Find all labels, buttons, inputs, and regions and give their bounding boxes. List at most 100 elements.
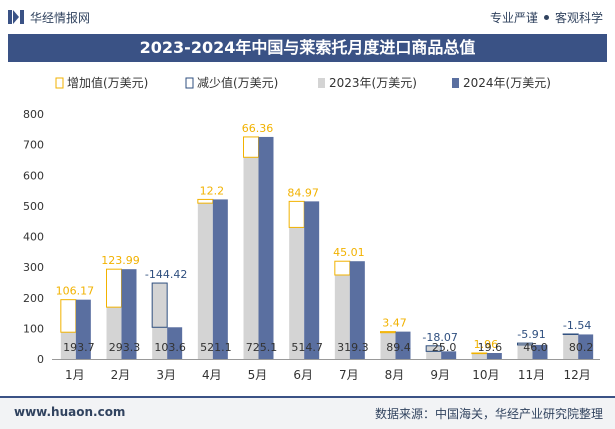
y-tick-label: 200 bbox=[23, 292, 44, 305]
brand-name: 华经情报网 bbox=[30, 11, 91, 25]
x-tick-label: 10月 bbox=[472, 368, 499, 382]
legend-swatch bbox=[55, 77, 64, 89]
bar-2023 bbox=[563, 333, 579, 359]
legend-label: 增加值(万美元) bbox=[67, 75, 148, 90]
bar-2024 bbox=[75, 299, 91, 359]
value-label-2024: 46.0 bbox=[523, 341, 548, 354]
value-label-2024: 80.2 bbox=[569, 341, 594, 354]
x-tick-label: 2月 bbox=[111, 368, 131, 382]
legend-swatch bbox=[185, 77, 194, 89]
change-label: 123.99 bbox=[101, 254, 140, 267]
title-bar: 2023-2024年中国与莱索托月度进口商品总值 bbox=[8, 34, 607, 62]
bar-2024 bbox=[441, 351, 457, 359]
legend-label: 2024年(万美元) bbox=[463, 76, 551, 90]
bar-2023 bbox=[60, 332, 76, 359]
value-label-2024: 319.3 bbox=[337, 341, 369, 354]
bar-2024 bbox=[578, 334, 594, 359]
value-label-2024: 725.1 bbox=[246, 341, 278, 354]
footer-source: 数据来源：中国海关，华经产业研究院整理 bbox=[374, 407, 603, 421]
y-tick-label: 300 bbox=[23, 261, 44, 274]
chart-legend: 增加值(万美元) 减少值(万美元) 2023年(万美元) 2024年(万美元) bbox=[55, 75, 551, 90]
bar-2023 bbox=[334, 274, 350, 359]
increase-box bbox=[334, 260, 351, 276]
slogan-left: 专业严谨 bbox=[489, 11, 538, 25]
bar-2024 bbox=[167, 327, 183, 359]
x-tick-label: 9月 bbox=[430, 368, 450, 382]
slogan-right: 客观科学 bbox=[554, 11, 603, 25]
change-label: -5.91 bbox=[517, 328, 545, 341]
value-label-2024: 103.6 bbox=[154, 341, 186, 354]
change-label: 106.17 bbox=[56, 285, 95, 298]
change-label: 66.36 bbox=[242, 122, 274, 135]
increase-box bbox=[243, 136, 259, 158]
value-label-2024: 25.0 bbox=[432, 341, 457, 354]
decrease-box bbox=[562, 333, 579, 335]
change-label: 84.97 bbox=[287, 186, 319, 199]
change-label: 45.01 bbox=[333, 246, 365, 259]
x-tick-label: 11月 bbox=[518, 368, 545, 382]
y-tick-label: 700 bbox=[23, 139, 44, 152]
increase-box bbox=[288, 200, 305, 228]
y-tick-label: 400 bbox=[23, 231, 44, 244]
bar-2023 bbox=[289, 227, 305, 359]
y-tick-label: 800 bbox=[23, 108, 44, 121]
change-label: 1.96 bbox=[474, 338, 499, 351]
change-label: -1.54 bbox=[563, 319, 591, 332]
bar-2024 bbox=[121, 269, 137, 359]
y-tick-label: 0 bbox=[37, 353, 44, 366]
bar-2024 bbox=[258, 136, 274, 359]
value-label-2024: 293.3 bbox=[109, 341, 141, 354]
chart-title: 2023-2024年中国与莱索托月度进口商品总值 bbox=[139, 38, 476, 57]
bar-2024 bbox=[304, 201, 320, 359]
increase-box bbox=[380, 331, 396, 334]
slogan: 专业严谨 客观科学 bbox=[490, 9, 603, 26]
bullet-dot-icon bbox=[543, 15, 549, 20]
bar-2023 bbox=[426, 345, 442, 359]
bar-2023 bbox=[197, 203, 213, 359]
x-tick-label: 7月 bbox=[339, 368, 359, 382]
value-label-2024: 514.7 bbox=[291, 341, 323, 354]
bar-2023 bbox=[243, 157, 259, 359]
x-tick-label: 5月 bbox=[248, 368, 268, 382]
value-label-2024: 19.6 bbox=[478, 341, 503, 354]
value-label-2024: 521.1 bbox=[200, 341, 232, 354]
bar-2024 bbox=[349, 261, 365, 359]
decrease-box bbox=[517, 342, 533, 346]
plot-area: 106.17 193.7 123.99 293.3 -144.42 103.6 12.2 52… bbox=[56, 122, 594, 359]
y-tick-label: 100 bbox=[23, 322, 44, 335]
x-tick-label: 1月 bbox=[65, 368, 85, 382]
x-tick-label: 12月 bbox=[564, 368, 591, 382]
chart: 增加值(万美元) 减少值(万美元) 2023年(万美元) 2024年(万美元) 0 10… bbox=[23, 75, 600, 382]
bar-2023 bbox=[380, 332, 396, 359]
change-label: -18.07 bbox=[422, 331, 457, 344]
bar-2024 bbox=[486, 352, 502, 359]
bar-2023 bbox=[152, 283, 168, 359]
bar-2024 bbox=[532, 344, 548, 359]
brand: 华经情报网 bbox=[8, 9, 90, 26]
legend-label: 减少值(万美元) bbox=[197, 75, 278, 90]
x-tick-label: 8月 bbox=[385, 368, 405, 382]
x-tick-label: 3月 bbox=[156, 368, 176, 382]
change-label: 12.2 bbox=[200, 184, 225, 197]
increase-box bbox=[106, 268, 122, 308]
decrease-box bbox=[425, 345, 442, 352]
header: 华经情报网 专业严谨 客观科学 bbox=[0, 0, 615, 36]
legend-label: 2023年(万美元) bbox=[329, 76, 417, 90]
bar-2023 bbox=[517, 343, 533, 359]
value-label-2024: 193.7 bbox=[63, 341, 95, 354]
legend-swatch bbox=[452, 78, 459, 88]
increase-box bbox=[197, 198, 214, 204]
footer: www.huaon.com 数据来源：中国海关，华经产业研究院整理 bbox=[0, 396, 615, 429]
footer-website: www.huaon.com bbox=[14, 405, 126, 419]
change-label: -144.42 bbox=[145, 268, 187, 281]
change-label: 3.47 bbox=[382, 317, 407, 330]
bar-2023 bbox=[471, 353, 487, 359]
x-axis: 1月 2月 3月 4月 5月 6月 7月 8月 9月 10月 11月 12月 bbox=[52, 359, 600, 382]
y-tick-label: 500 bbox=[23, 200, 44, 213]
bar-2024 bbox=[395, 331, 411, 359]
y-axis: 0 100 200 300 400 500 600 700 800 bbox=[23, 108, 44, 366]
bar-2023 bbox=[106, 307, 122, 359]
x-tick-label: 4月 bbox=[202, 368, 222, 382]
increase-box bbox=[60, 299, 77, 333]
decrease-box bbox=[151, 282, 168, 328]
